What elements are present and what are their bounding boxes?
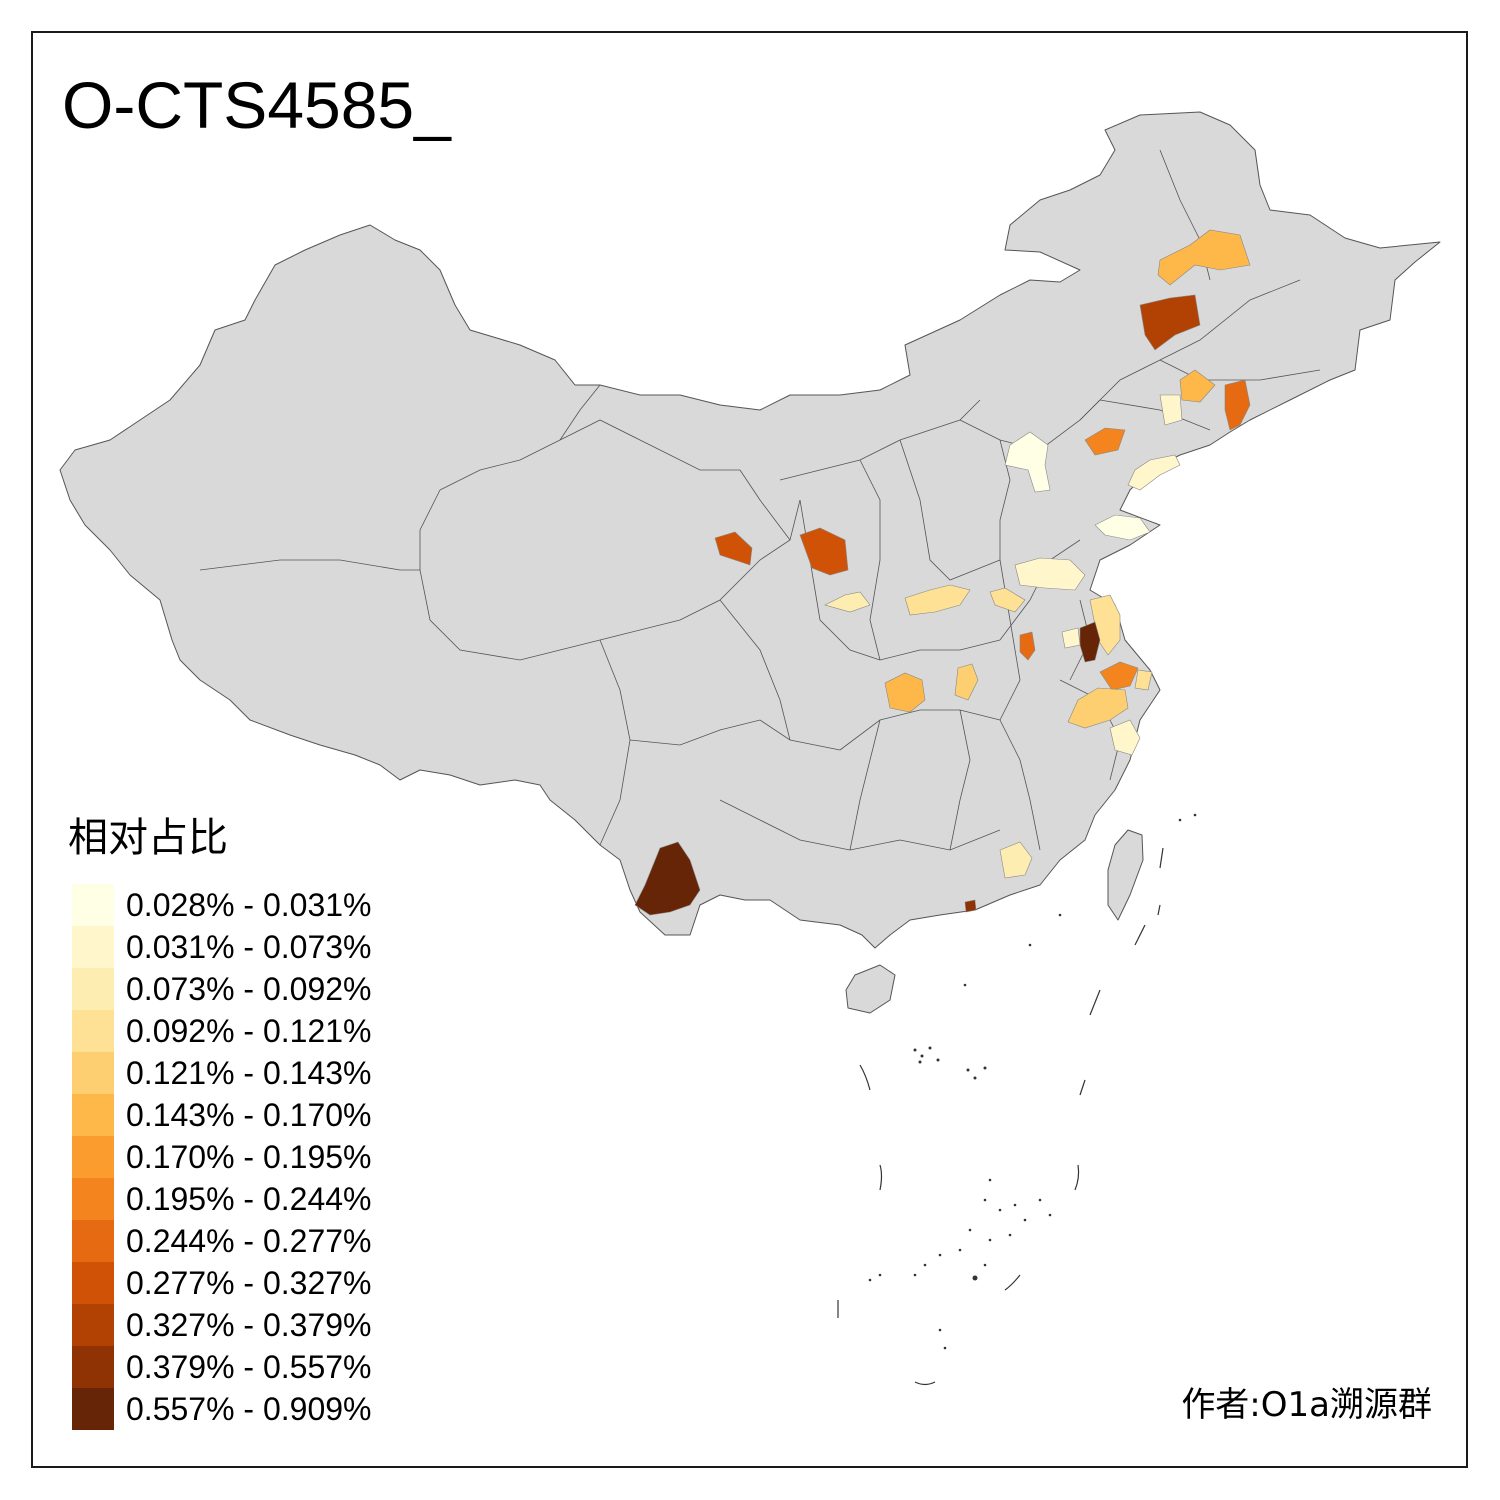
region-shandong-central: [1014, 557, 1086, 591]
legend-swatch: [72, 926, 114, 968]
legend-swatch: [72, 1178, 114, 1220]
legend-item: 0.327% - 0.379%: [72, 1304, 372, 1346]
legend-item: 0.277% - 0.327%: [72, 1262, 372, 1304]
legend-item: 0.170% - 0.195%: [72, 1136, 372, 1178]
region-zhejiang-south: [1109, 719, 1141, 756]
region-ningxia-inner: [799, 527, 849, 576]
south-china-sea-islands: [868, 813, 1197, 1350]
legend-swatch: [72, 1388, 114, 1430]
legend-swatch: [72, 1010, 114, 1052]
region-jilin-b: [1159, 394, 1183, 426]
region-shaanxi-a: [824, 591, 871, 613]
region-anhui: [1019, 631, 1036, 661]
legend-swatch: [72, 968, 114, 1010]
legend-item: 0.092% - 0.121%: [72, 1010, 372, 1052]
region-shanghai: [1134, 669, 1153, 691]
legend-item: 0.031% - 0.073%: [72, 926, 372, 968]
shaded-regions: [634, 229, 1251, 916]
legend-title: 相对占比: [68, 815, 228, 861]
region-zhejiang-north: [1067, 687, 1129, 729]
plot-frame: [31, 31, 1468, 1468]
legend-label: 0.170% - 0.195%: [126, 1139, 372, 1175]
region-guangdong-small: [964, 899, 977, 913]
mainland-shape: [59, 111, 1441, 949]
legend: 0.028% - 0.031% 0.031% - 0.073% 0.073% -…: [72, 884, 372, 1430]
region-beijing-hebei: [1004, 431, 1051, 493]
taiwan-shape: [1107, 829, 1144, 921]
region-hubei-east: [954, 663, 979, 701]
legend-item: 0.143% - 0.170%: [72, 1094, 372, 1136]
region-jiangsu-south: [1099, 661, 1139, 691]
legend-item: 0.244% - 0.277%: [72, 1220, 372, 1262]
legend-swatch: [72, 1094, 114, 1136]
legend-label: 0.092% - 0.121%: [126, 1013, 372, 1049]
legend-label: 0.195% - 0.244%: [126, 1181, 372, 1217]
legend-label: 0.244% - 0.277%: [126, 1223, 372, 1259]
legend-swatch: [72, 1052, 114, 1094]
region-jilin-baicheng: [1139, 294, 1201, 351]
legend-swatch: [72, 1262, 114, 1304]
region-fujian: [999, 841, 1033, 879]
hainan-shape: [845, 964, 896, 1014]
legend-label: 0.327% - 0.379%: [126, 1307, 372, 1343]
legend-label: 0.379% - 0.557%: [126, 1349, 372, 1385]
region-jilin-a: [1179, 369, 1216, 403]
south-china-sea-inset: [837, 847, 1164, 1386]
region-shandong-north: [1094, 514, 1151, 541]
author-credit: 作者:O1a溯源群: [1181, 1385, 1432, 1425]
legend-swatch: [72, 1304, 114, 1346]
province-boundaries: [199, 149, 1321, 851]
region-yanbian: [1224, 379, 1251, 431]
legend-item: 0.073% - 0.092%: [72, 968, 372, 1010]
legend-label: 0.143% - 0.170%: [126, 1097, 372, 1133]
region-gansu-a: [714, 531, 753, 566]
legend-item: 0.379% - 0.557%: [72, 1346, 372, 1388]
region-yunnan-xishuangbanna: [634, 841, 701, 916]
region-liaoning-south: [1127, 454, 1181, 491]
legend-label: 0.557% - 0.909%: [126, 1391, 372, 1427]
legend-label: 0.028% - 0.031%: [126, 887, 372, 923]
legend-item: 0.557% - 0.909%: [72, 1388, 372, 1430]
legend-item: 0.195% - 0.244%: [72, 1178, 372, 1220]
region-henan-west: [904, 584, 971, 616]
region-henan-east: [989, 587, 1026, 613]
legend-swatch: [72, 1136, 114, 1178]
legend-item: 0.121% - 0.143%: [72, 1052, 372, 1094]
legend-label: 0.031% - 0.073%: [126, 929, 372, 965]
map-title: O-CTS4585_: [62, 68, 451, 142]
region-liaoning-west: [1084, 427, 1126, 456]
legend-item: 0.028% - 0.031%: [72, 884, 372, 926]
region-hubei-west: [884, 672, 926, 713]
legend-label: 0.277% - 0.327%: [126, 1265, 372, 1301]
legend-swatch: [72, 884, 114, 926]
map-base-layer: [59, 111, 1441, 1014]
region-heilongjiang-west: [1157, 229, 1251, 286]
legend-label: 0.121% - 0.143%: [126, 1055, 372, 1091]
legend-swatch: [72, 1220, 114, 1262]
legend-label: 0.073% - 0.092%: [126, 971, 372, 1007]
legend-swatch: [72, 1346, 114, 1388]
region-jiangsu-light: [1061, 627, 1081, 649]
